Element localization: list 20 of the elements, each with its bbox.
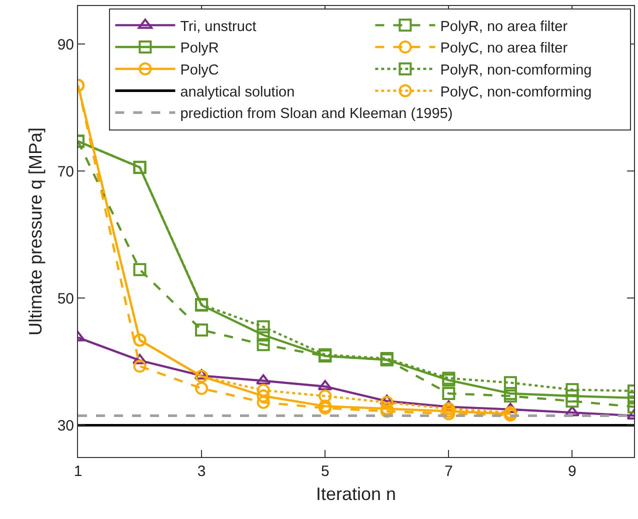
y-tick-label: 70	[57, 163, 74, 180]
y-tick-label: 90	[57, 36, 74, 54]
legend-label: PolyR	[180, 40, 219, 57]
legend-label: Tri, unstruct	[180, 18, 256, 35]
x-tick-label: 3	[197, 463, 206, 480]
y-tick-label: 30	[57, 417, 74, 434]
legend-label: PolyC, no area filter	[440, 40, 568, 57]
legend-label: prediction from Sloan and Kleeman (1995)	[180, 106, 453, 122]
y-axis-title: Ultimate pressure q [MPa]	[26, 127, 46, 336]
legend-label: analytical solution	[180, 84, 295, 100]
legend-label: PolyR, non-comforming	[440, 62, 592, 79]
y-tick-label: 50	[57, 290, 74, 308]
x-axis-title: Iteration n	[316, 484, 396, 504]
x-tick-label: 7	[444, 463, 453, 480]
x-tick-label: 9	[568, 463, 576, 480]
x-tick-label: 1	[74, 463, 82, 480]
legend-label: PolyR, no area filter	[440, 18, 568, 35]
legend-label: PolyC, non-comforming	[440, 84, 592, 100]
legend-label: PolyC	[180, 62, 219, 79]
x-tick-label: 5	[320, 463, 330, 480]
